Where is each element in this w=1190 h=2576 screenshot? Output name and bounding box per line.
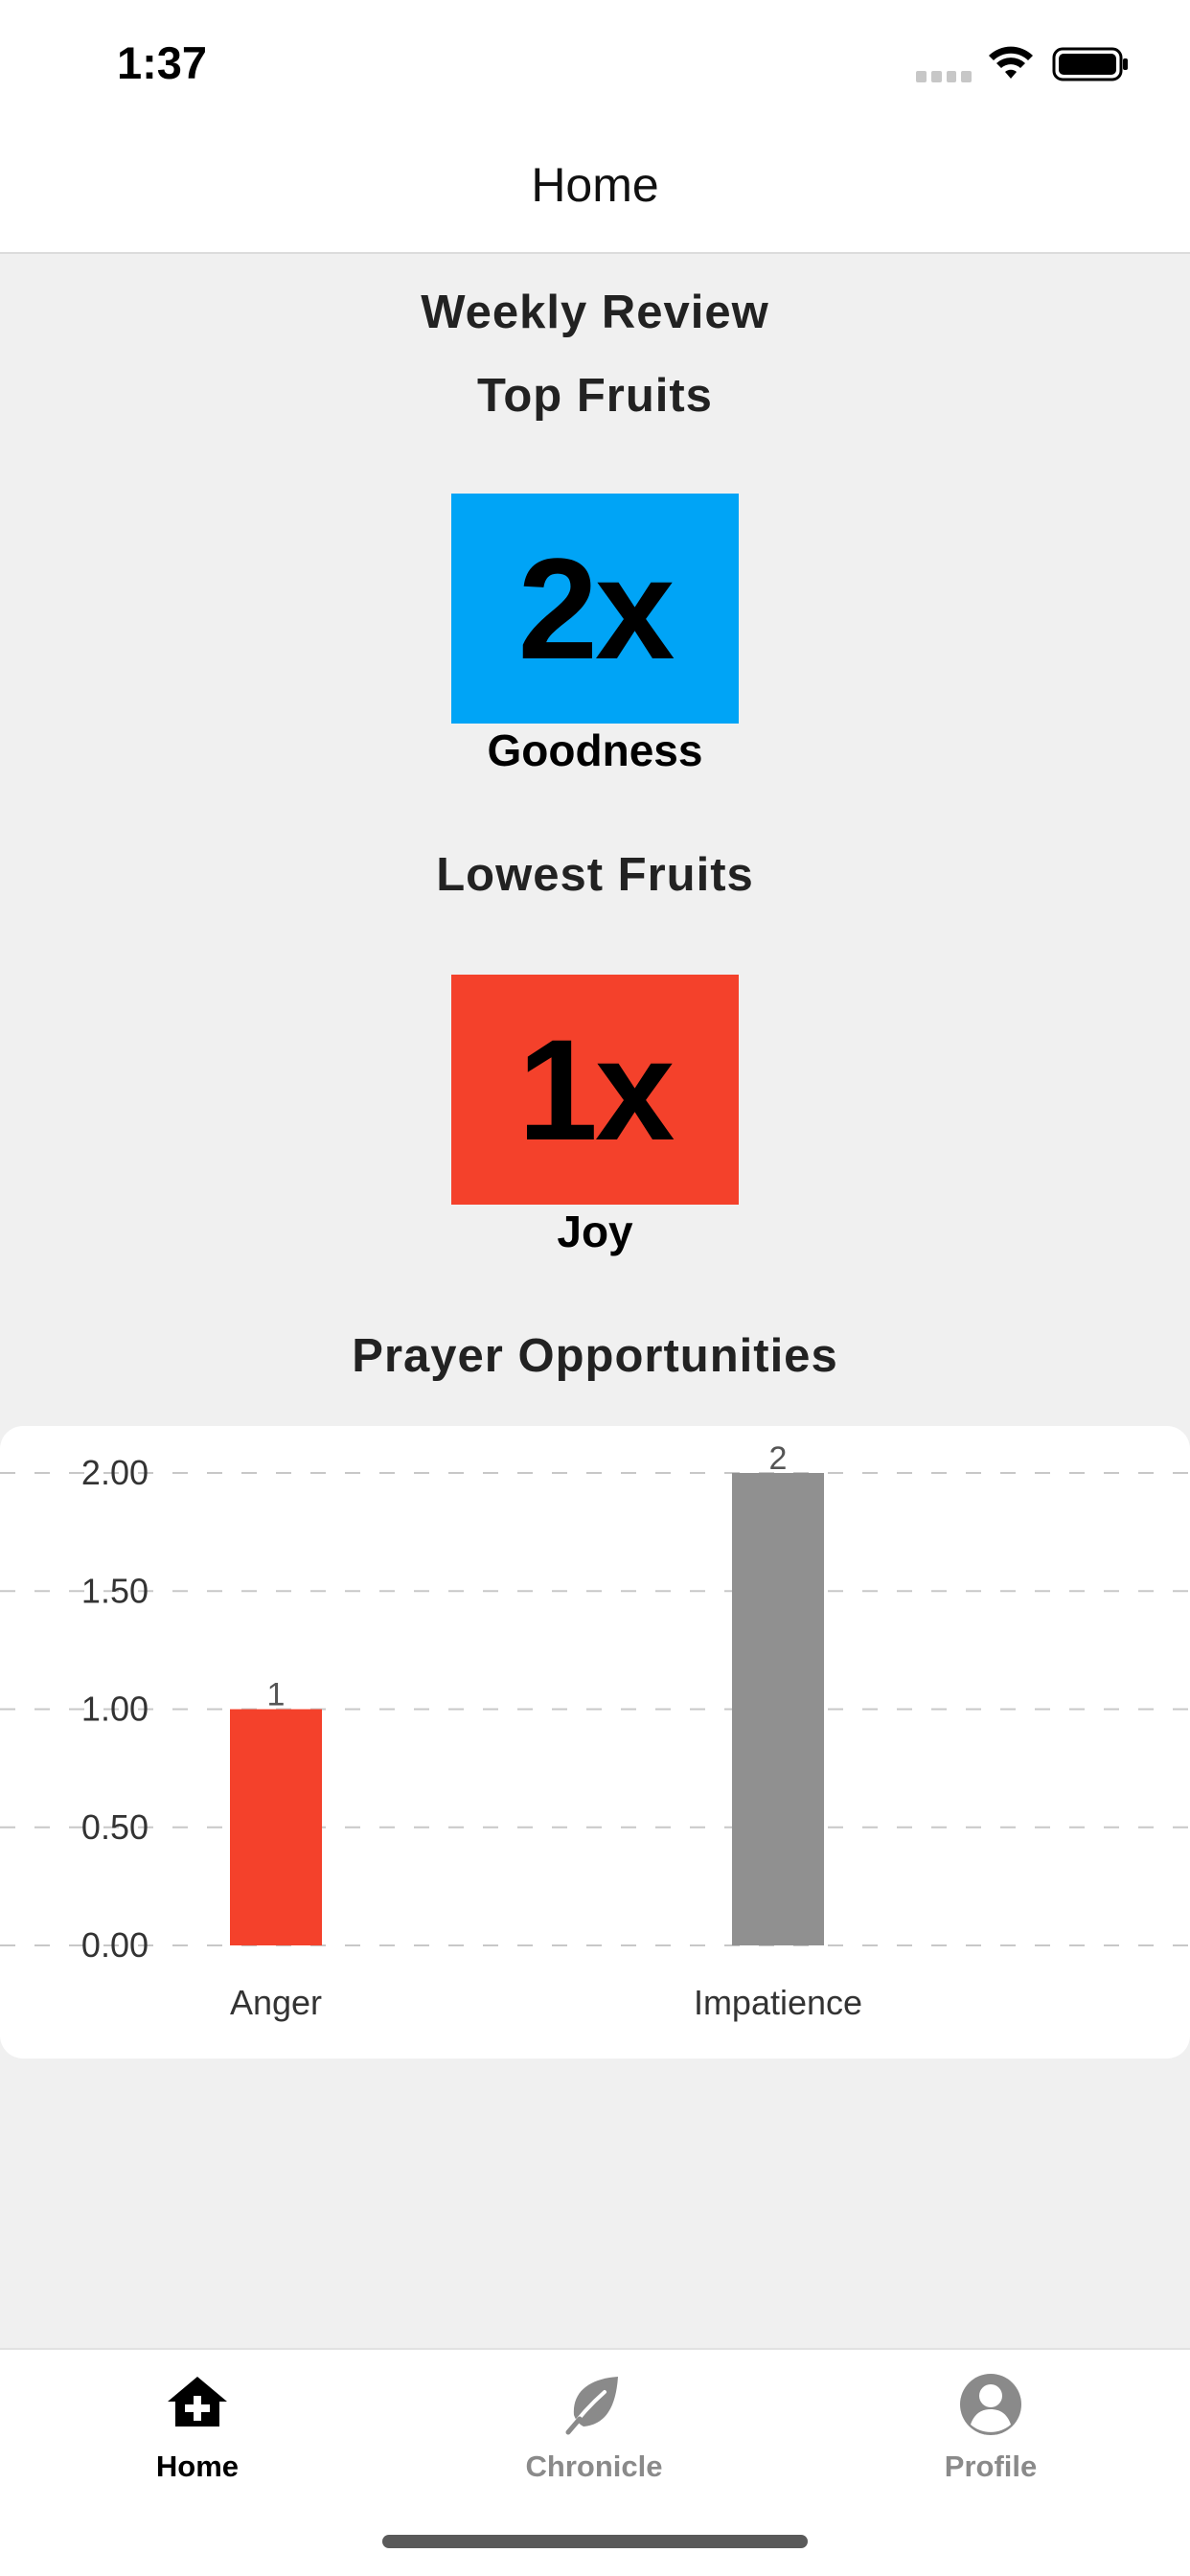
- home-plus-icon: [168, 2377, 227, 2426]
- tab-chronicle[interactable]: Chronicle: [479, 2371, 709, 2484]
- chart-bar-impatience: [732, 1473, 824, 1945]
- bar-chart: 0.00 0.50 1.00 1.50 2.00 1 Anger 2 Impatience: [0, 1440, 1190, 2022]
- battery-icon: [1052, 47, 1128, 81]
- prayer-opportunities-chart: 0.00 0.50 1.00 1.50 2.00 1 Anger 2 Impatience: [0, 1426, 1190, 2058]
- y-tick-label: 1.00: [81, 1690, 149, 1729]
- weekly-review-title: Weekly Review: [421, 287, 769, 338]
- y-tick-label: 0.50: [81, 1807, 149, 1847]
- chart-bar-anger: [230, 1709, 322, 1945]
- tab-profile-label: Profile: [944, 2450, 1038, 2483]
- lowest-fruit-card: 1x: [451, 975, 739, 1205]
- top-fruit-count: 2x: [517, 527, 675, 689]
- user-circle-icon: [960, 2374, 1021, 2435]
- status-bar: 1:37: [0, 0, 1190, 126]
- navigation-bar: Home: [0, 126, 1190, 254]
- bar-data-label: 1: [267, 1677, 286, 1714]
- lowest-fruits-heading: Lowest Fruits: [436, 849, 754, 901]
- cellular-signal-icon: [916, 71, 972, 82]
- leaf-icon: [565, 2377, 618, 2435]
- prayer-opportunities-heading: Prayer Opportunities: [352, 1330, 838, 1382]
- x-category-label: Anger: [230, 1983, 322, 2022]
- home-indicator: [382, 2535, 808, 2548]
- page-title: Home: [531, 157, 659, 212]
- top-fruit-name: Goodness: [487, 725, 703, 775]
- x-category-label: Impatience: [694, 1983, 862, 2022]
- tab-bar: Home Chronicle Profile: [0, 2348, 1190, 2576]
- y-tick-label: 1.50: [81, 1571, 149, 1610]
- tab-profile[interactable]: Profile: [876, 2371, 1106, 2484]
- lowest-fruit-count: 1x: [517, 1008, 675, 1170]
- y-tick-label: 2.00: [81, 1453, 149, 1492]
- tab-home-label: Home: [155, 2450, 240, 2483]
- tab-home[interactable]: Home: [82, 2371, 312, 2484]
- bar-data-label: 2: [769, 1440, 788, 1477]
- top-fruits-heading: Top Fruits: [477, 370, 713, 422]
- wifi-icon: [989, 46, 1033, 79]
- y-tick-label: 0.00: [81, 1925, 149, 1965]
- lowest-fruit-name: Joy: [557, 1207, 633, 1256]
- status-time: 1:37: [117, 37, 208, 88]
- top-fruit-card: 2x: [451, 494, 739, 724]
- tab-chronicle-label: Chronicle: [525, 2450, 663, 2483]
